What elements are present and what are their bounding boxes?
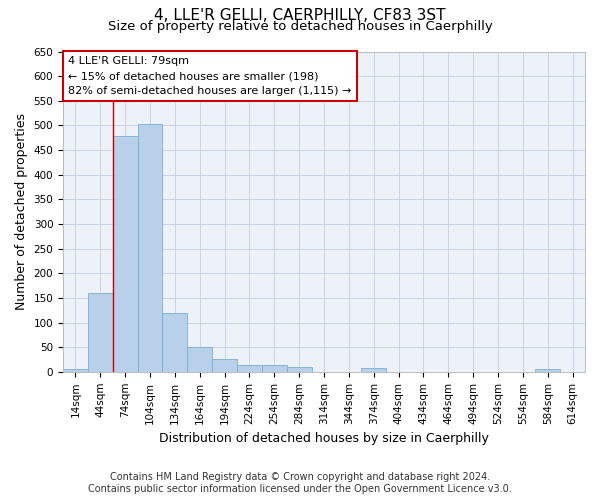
Text: 4, LLE'R GELLI, CAERPHILLY, CF83 3ST: 4, LLE'R GELLI, CAERPHILLY, CF83 3ST bbox=[154, 8, 446, 22]
Bar bbox=[163, 312, 187, 372]
Text: Contains HM Land Registry data © Crown copyright and database right 2024.
Contai: Contains HM Land Registry data © Crown c… bbox=[88, 472, 512, 494]
Y-axis label: Number of detached properties: Number of detached properties bbox=[15, 113, 28, 310]
Bar bbox=[535, 370, 560, 372]
Bar bbox=[63, 370, 88, 372]
Bar bbox=[137, 124, 163, 372]
Bar bbox=[187, 347, 212, 372]
Bar bbox=[237, 365, 262, 372]
Bar bbox=[262, 366, 287, 372]
Bar bbox=[287, 367, 311, 372]
Bar bbox=[88, 293, 113, 372]
Bar bbox=[212, 360, 237, 372]
Bar bbox=[113, 136, 137, 372]
Text: Size of property relative to detached houses in Caerphilly: Size of property relative to detached ho… bbox=[107, 20, 493, 33]
Text: 4 LLE'R GELLI: 79sqm
← 15% of detached houses are smaller (198)
82% of semi-deta: 4 LLE'R GELLI: 79sqm ← 15% of detached h… bbox=[68, 56, 352, 96]
X-axis label: Distribution of detached houses by size in Caerphilly: Distribution of detached houses by size … bbox=[159, 432, 489, 445]
Bar bbox=[361, 368, 386, 372]
